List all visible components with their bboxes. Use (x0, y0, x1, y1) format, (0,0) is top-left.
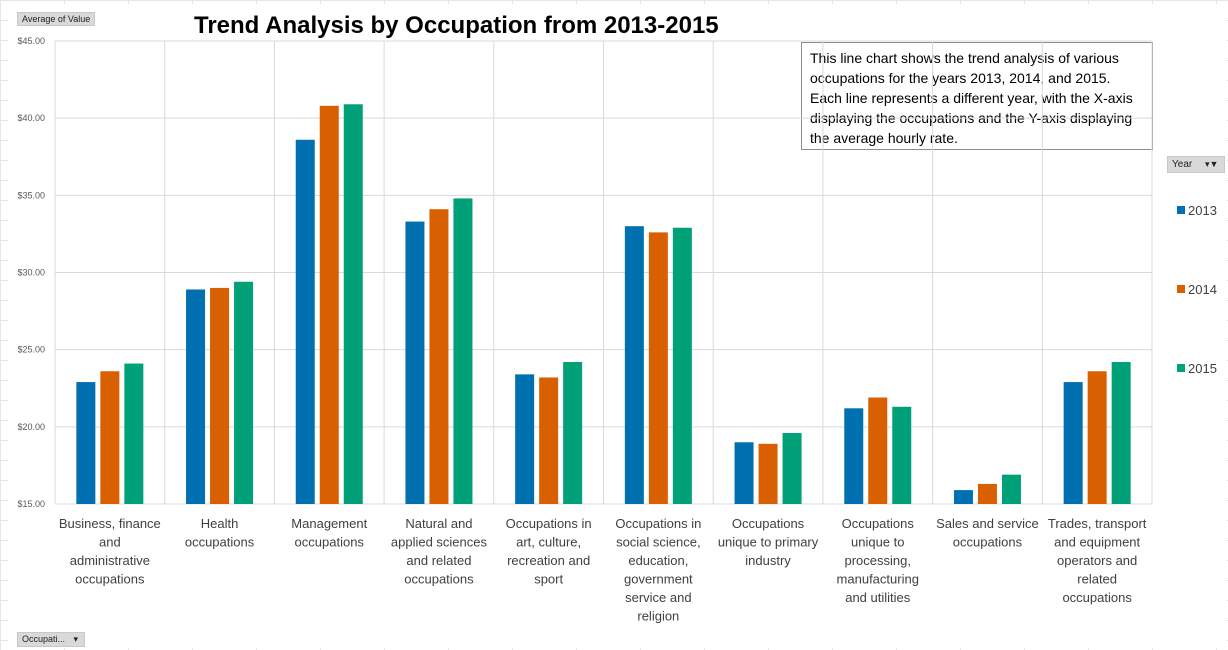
bar-2015 (234, 281, 254, 504)
y-tick-label: $25.00 (17, 345, 45, 355)
y-tick-label: $45.00 (17, 36, 45, 46)
x-tick-label: Trades, transport and equipment operators … (1048, 516, 1147, 605)
bar-2014 (648, 232, 668, 504)
x-tick-label: Occupations in social science, education, g… (615, 516, 701, 624)
bars (76, 104, 1131, 505)
chevron-down-icon[interactable]: ▾ (73, 634, 79, 644)
y-tick-label: $20.00 (17, 422, 45, 432)
bar-2013 (76, 382, 96, 504)
bar-2014 (429, 209, 449, 504)
bar-2015 (672, 227, 692, 504)
bar-2015 (453, 198, 473, 505)
bar-2013 (515, 374, 535, 504)
x-tick-label: Occupations unique to primary industry (718, 516, 819, 568)
bar-2015 (563, 362, 583, 504)
bar-2015 (892, 406, 912, 504)
bar-2014 (539, 377, 559, 504)
bar-2015 (782, 433, 802, 504)
bar-2014 (1087, 371, 1107, 504)
legend-swatch-2014 (1177, 285, 1185, 293)
bar-2013 (295, 139, 315, 505)
legend-field-button[interactable]: Year ▾▼ (1167, 156, 1225, 173)
bar-2013 (405, 221, 425, 504)
bar-2015 (1111, 362, 1131, 504)
x-axis: Business, finance and administrative occupa… (59, 516, 1147, 624)
chart-title: Trend Analysis by Occupation from 2013-2… (194, 12, 719, 39)
bar-2015 (124, 363, 144, 504)
y-tick-label: $40.00 (17, 113, 45, 123)
y-tick-label: $30.00 (17, 268, 45, 278)
axis-field-label: Occupati... (22, 634, 66, 644)
y-axis: $15.00 $20.00 $25.00 $30.00 $35.00 $40.00 $45.… (17, 36, 45, 509)
bar-2015 (1001, 474, 1021, 504)
x-tick-label: Sales and service occupations (936, 516, 1039, 550)
bar-2013 (1063, 382, 1083, 504)
legend-label-2015: 2015 (1188, 361, 1217, 376)
legend-field-label: Year (1172, 159, 1193, 170)
filter-dropdown-icon[interactable]: ▾▼ (1205, 159, 1219, 169)
bar-2014 (100, 371, 120, 504)
bar-2014 (977, 483, 997, 504)
x-tick-label: Business, finance and administrative occupa… (59, 516, 161, 587)
bar-2014 (210, 287, 230, 504)
legend-swatch-2013 (1177, 206, 1185, 214)
bar-2013 (844, 408, 864, 504)
bar-2014 (319, 105, 339, 504)
legend-swatch-2015 (1177, 364, 1185, 372)
legend-label-2013: 2013 (1188, 203, 1217, 218)
x-tick-label: Occupations in art, culture, recreation an… (506, 516, 592, 587)
bar-2013 (734, 442, 754, 504)
bar-2013 (624, 226, 644, 504)
x-tick-label: Management occupations (291, 516, 367, 550)
axis-field-button[interactable]: Occupati... ▾ (17, 632, 85, 647)
bar-2014 (758, 443, 778, 504)
legend: 2013 2014 2015 (1177, 203, 1217, 376)
x-tick-label: Natural and applied sciences and related oc… (391, 516, 488, 587)
y-tick-label: $35.00 (17, 190, 45, 200)
bar-2013 (186, 289, 206, 504)
bar-2014 (868, 397, 888, 504)
legend-label-2014: 2014 (1188, 282, 1217, 297)
x-tick-label: Health occupations (185, 516, 255, 550)
values-field-button[interactable]: Average of Value (17, 12, 96, 26)
bar-2015 (343, 104, 363, 504)
y-tick-label: $15.00 (17, 499, 45, 509)
x-tick-label: Occupations unique to processing, manufactu… (837, 516, 919, 605)
bar-2013 (953, 490, 973, 504)
